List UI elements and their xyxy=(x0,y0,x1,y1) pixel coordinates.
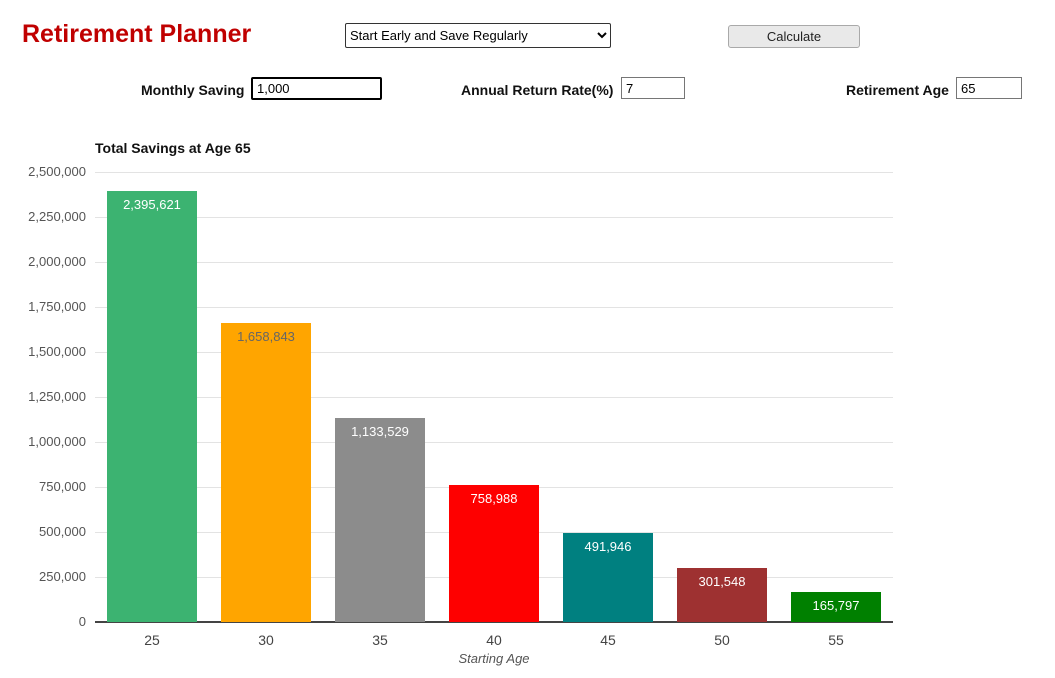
annual-return-input[interactable] xyxy=(621,77,685,99)
gridline xyxy=(95,217,893,218)
x-tick-label: 25 xyxy=(144,632,160,648)
gridline xyxy=(95,442,893,443)
bar xyxy=(677,568,767,622)
y-tick-label: 250,000 xyxy=(39,569,86,584)
y-tick-label: 0 xyxy=(78,614,86,629)
gridline xyxy=(95,577,893,578)
gridline xyxy=(95,532,893,533)
gridline xyxy=(95,352,893,353)
scenario-select[interactable]: Start Early and Save Regularly xyxy=(345,23,611,48)
bar xyxy=(107,191,197,622)
bar xyxy=(449,485,539,622)
monthly-saving-input[interactable] xyxy=(251,77,382,100)
gridline xyxy=(95,262,893,263)
y-tick-label: 1,250,000 xyxy=(28,389,86,404)
gridline xyxy=(95,172,893,173)
retirement-age-input[interactable] xyxy=(956,77,1022,99)
y-tick-label: 2,250,000 xyxy=(28,209,86,224)
y-tick-label: 2,500,000 xyxy=(28,164,86,179)
x-tick-label: 45 xyxy=(600,632,616,648)
gridline xyxy=(95,307,893,308)
bar-value-label: 491,946 xyxy=(584,539,632,554)
chart-title: Total Savings at Age 65 xyxy=(95,140,251,156)
bar-value-label: 758,988 xyxy=(470,491,518,506)
y-tick-label: 1,500,000 xyxy=(28,344,86,359)
x-tick-label: 30 xyxy=(258,632,274,648)
bar xyxy=(563,533,653,622)
bar-value-label: 165,797 xyxy=(812,598,860,613)
gridline xyxy=(95,397,893,398)
bar xyxy=(335,418,425,622)
x-tick-label: 40 xyxy=(486,632,502,648)
y-tick-label: 500,000 xyxy=(39,524,86,539)
x-axis-line xyxy=(95,621,893,623)
x-axis-title: Starting Age xyxy=(458,651,530,666)
x-tick-label: 35 xyxy=(372,632,388,648)
bar xyxy=(221,323,311,622)
calculate-button[interactable]: Calculate xyxy=(728,25,860,48)
bar-value-label: 1,658,843 xyxy=(237,329,295,344)
gridline xyxy=(95,487,893,488)
y-tick-label: 2,000,000 xyxy=(28,254,86,269)
annual-return-label: Annual Return Rate(%) xyxy=(461,82,614,98)
bar-value-label: 2,395,621 xyxy=(123,197,181,212)
y-tick-label: 1,750,000 xyxy=(28,299,86,314)
x-tick-label: 50 xyxy=(714,632,730,648)
bar-value-label: 1,133,529 xyxy=(351,424,409,439)
monthly-saving-label: Monthly Saving xyxy=(141,82,245,98)
page-title: Retirement Planner xyxy=(22,20,252,48)
y-tick-label: 750,000 xyxy=(39,479,86,494)
y-tick-label: 1,000,000 xyxy=(28,434,86,449)
bar-value-label: 301,548 xyxy=(698,574,746,589)
retirement-age-label: Retirement Age xyxy=(846,82,949,98)
bar xyxy=(791,592,881,622)
x-tick-label: 55 xyxy=(828,632,844,648)
